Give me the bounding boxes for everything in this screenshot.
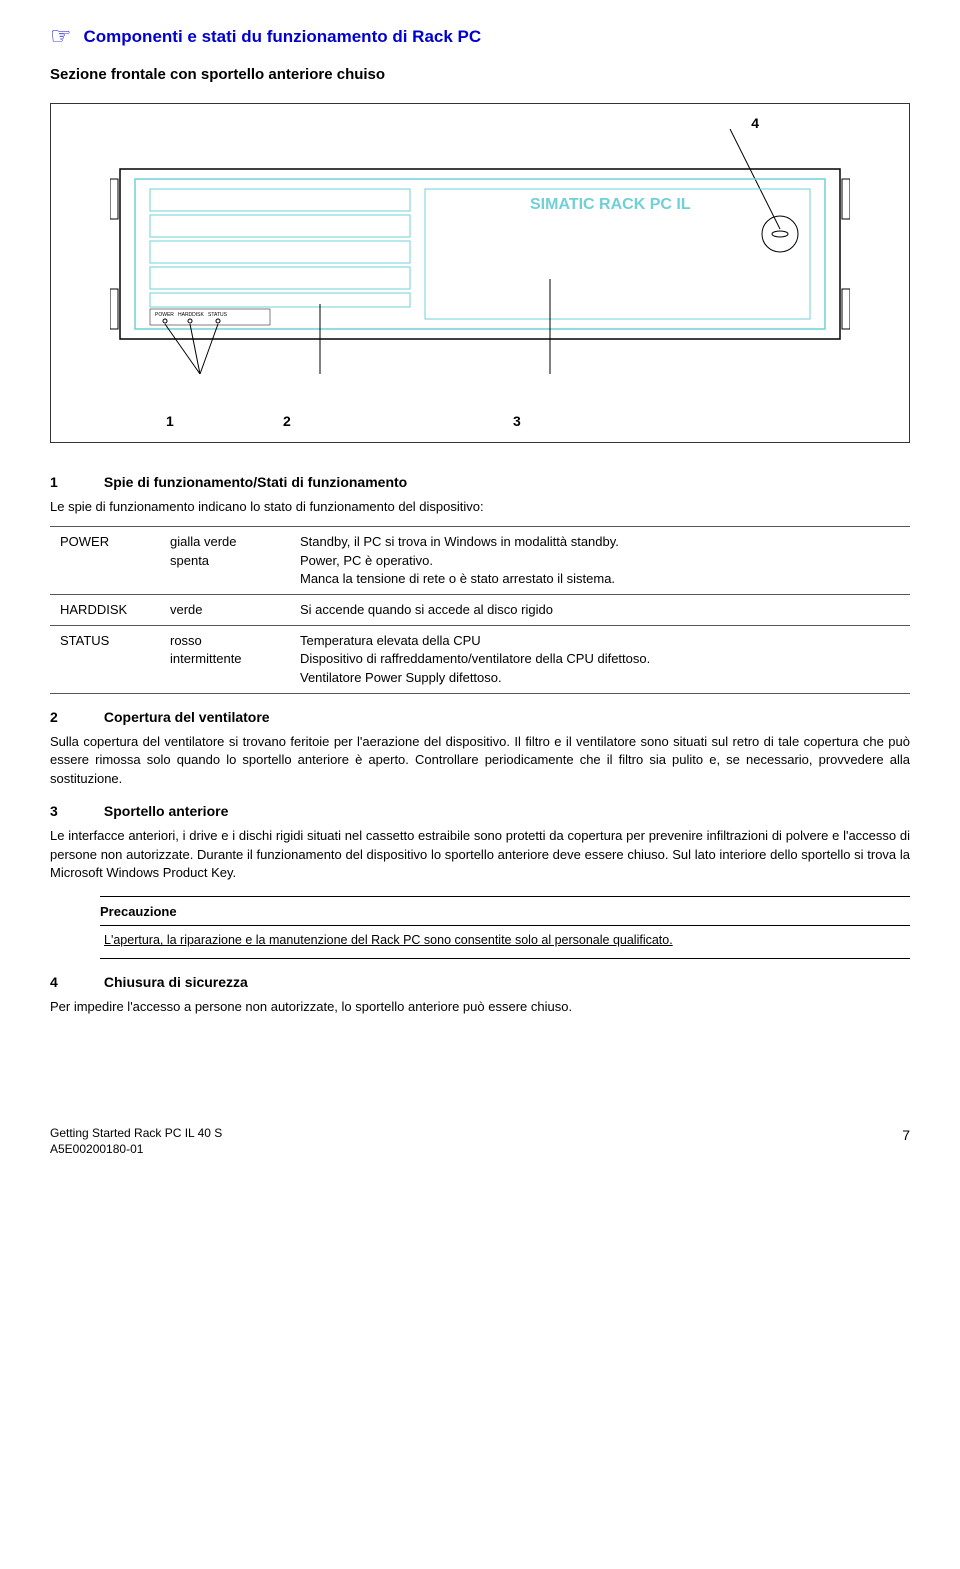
- cell-desc: Temperatura elevata della CPU Dispositiv…: [290, 626, 910, 694]
- pointer-icon: ☞: [50, 20, 72, 54]
- table-row: HARDDISK verde Si accende quando si acce…: [50, 594, 910, 625]
- section2-title: Copertura del ventilatore: [104, 709, 270, 725]
- cell-state: gialla verde spenta: [160, 527, 290, 595]
- caution-text: L'apertura, la riparazione e la manutenz…: [100, 930, 910, 952]
- page-header: ☞ Componenti e stati du funzionamento di…: [50, 20, 910, 54]
- table-row: STATUS rosso intermittente Temperatura e…: [50, 626, 910, 694]
- section4-num: 4: [50, 973, 100, 993]
- section1-intro: Le spie di funzionamento indicano lo sta…: [50, 498, 910, 516]
- footer-line2: A5E00200180-01: [50, 1142, 222, 1158]
- led-power-label: POWER: [155, 312, 174, 318]
- callout-1: 1: [166, 412, 174, 432]
- section4-text: Per impedire l'accesso a persone non aut…: [50, 998, 910, 1016]
- section4-title: Chiusura di sicurezza: [104, 974, 248, 990]
- caution-box: Precauzione L'apertura, la riparazione e…: [100, 896, 910, 959]
- cell-state: rosso intermittente: [160, 626, 290, 694]
- callout-2: 2: [283, 412, 291, 432]
- section3-head: 3 Sportello anteriore: [50, 802, 910, 822]
- section1-title: Spie di funzionamento/Stati di funzionam…: [104, 474, 407, 490]
- cell-desc: Standby, il PC si trova in Windows in mo…: [290, 527, 910, 595]
- section1-num: 1: [50, 473, 100, 493]
- cell-name: POWER: [50, 527, 160, 595]
- page-footer: Getting Started Rack PC IL 40 S A5E00200…: [50, 1126, 910, 1157]
- section3-text: Le interfacce anteriori, i drive e i dis…: [50, 827, 910, 882]
- section1-head: 1 Spie di funzionamento/Stati di funzion…: [50, 473, 910, 493]
- section3-title: Sportello anteriore: [104, 803, 228, 819]
- status-table: POWER gialla verde spenta Standby, il PC…: [50, 526, 910, 693]
- cell-name: STATUS: [50, 626, 160, 694]
- rack-diagram: POWER HARDDISK STATUS SIMATIC RACK PC IL: [110, 129, 850, 379]
- led-harddisk-label: HARDDISK: [178, 312, 205, 318]
- led-status-label: STATUS: [208, 312, 228, 318]
- callout-3: 3: [513, 412, 521, 432]
- footer-line1: Getting Started Rack PC IL 40 S: [50, 1126, 222, 1142]
- section3-num: 3: [50, 802, 100, 822]
- page-title: Componenti e stati du funzionamento di R…: [84, 25, 482, 49]
- subtitle: Sezione frontale con sportello anteriore…: [50, 64, 910, 85]
- section2-text: Sulla copertura del ventilatore si trova…: [50, 733, 910, 788]
- callout-4: 4: [751, 114, 759, 134]
- footer-left: Getting Started Rack PC IL 40 S A5E00200…: [50, 1126, 222, 1157]
- caution-title: Precauzione: [100, 903, 910, 926]
- diagram-container: 4 POWER HARDDISK STATUS SIMATIC RACK PC …: [50, 103, 910, 443]
- section2-head: 2 Copertura del ventilatore: [50, 708, 910, 728]
- cell-state: verde: [160, 594, 290, 625]
- cell-name: HARDDISK: [50, 594, 160, 625]
- section4-head: 4 Chiusura di sicurezza: [50, 973, 910, 993]
- brand-text: SIMATIC RACK PC IL: [530, 196, 691, 213]
- section2-num: 2: [50, 708, 100, 728]
- cell-desc: Si accende quando si accede al disco rig…: [290, 594, 910, 625]
- page-number: 7: [902, 1126, 910, 1157]
- table-row: POWER gialla verde spenta Standby, il PC…: [50, 527, 910, 595]
